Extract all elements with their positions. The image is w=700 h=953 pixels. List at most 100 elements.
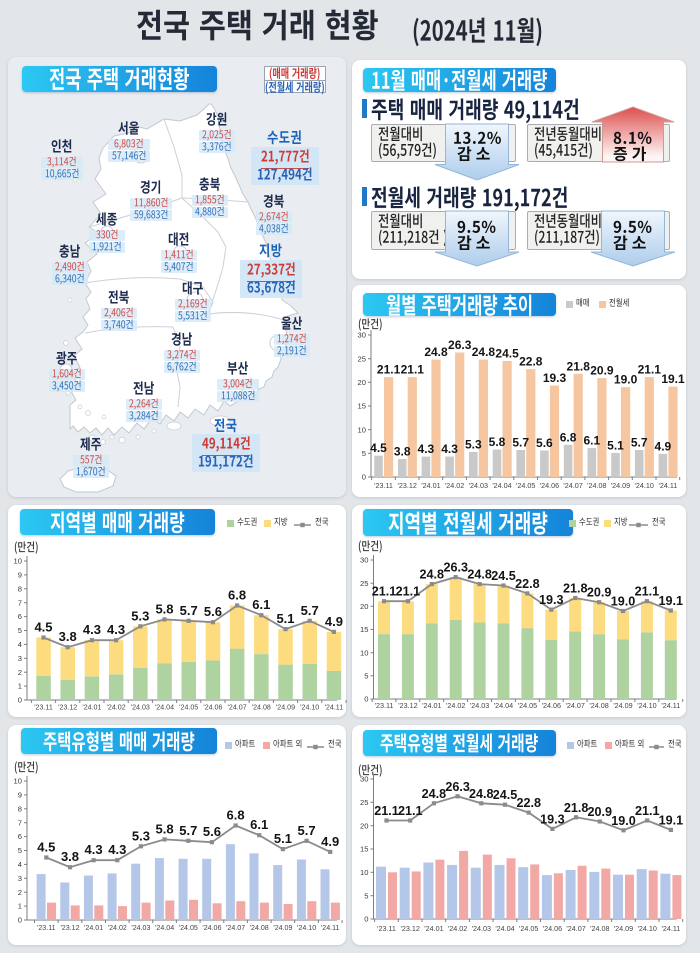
- svg-text:19.0: 19.0: [614, 373, 638, 387]
- svg-text:19.1: 19.1: [661, 372, 685, 386]
- svg-text:3.8: 3.8: [394, 445, 411, 459]
- svg-text:6.1: 6.1: [250, 817, 268, 832]
- svg-text:'24.05: '24.05: [179, 704, 198, 712]
- svg-text:2: 2: [18, 668, 22, 677]
- svg-text:25: 25: [358, 354, 366, 363]
- svg-text:'24.07: '24.07: [566, 701, 585, 710]
- svg-text:5: 5: [364, 891, 368, 900]
- svg-text:'24.02: '24.02: [107, 704, 126, 712]
- svg-text:'23.12: '23.12: [60, 924, 79, 932]
- svg-text:3: 3: [18, 654, 22, 663]
- svg-text:'24.01: '24.01: [82, 704, 101, 712]
- svg-text:4.3: 4.3: [418, 442, 435, 456]
- svg-text:6.8: 6.8: [560, 430, 577, 444]
- svg-text:0: 0: [18, 916, 22, 925]
- svg-text:4: 4: [18, 860, 22, 869]
- svg-text:'24.04: '24.04: [155, 704, 174, 712]
- svg-text:0: 0: [364, 695, 368, 704]
- svg-text:25: 25: [360, 798, 368, 807]
- svg-text:4.5: 4.5: [37, 840, 55, 855]
- svg-text:20: 20: [360, 602, 368, 611]
- svg-text:24.8: 24.8: [422, 787, 447, 801]
- svg-text:'24.06: '24.06: [202, 924, 221, 932]
- svg-text:5: 5: [18, 626, 22, 635]
- svg-text:'24.09: '24.09: [613, 701, 632, 710]
- svg-text:19.3: 19.3: [540, 812, 565, 826]
- svg-text:4.9: 4.9: [325, 614, 343, 629]
- svg-text:0: 0: [362, 473, 366, 482]
- svg-text:21.1: 21.1: [401, 363, 425, 377]
- svg-text:4.3: 4.3: [108, 842, 126, 857]
- svg-text:2: 2: [18, 888, 22, 897]
- svg-text:6: 6: [18, 832, 22, 841]
- svg-text:'24.11: '24.11: [321, 924, 340, 932]
- svg-text:'24.05: '24.05: [519, 924, 538, 933]
- svg-text:24.5: 24.5: [495, 347, 519, 361]
- svg-text:19.0: 19.0: [611, 595, 636, 609]
- svg-text:5.6: 5.6: [536, 436, 553, 450]
- svg-text:'24.03: '24.03: [131, 924, 150, 932]
- svg-text:'24.04: '24.04: [492, 481, 511, 490]
- svg-text:'24.02: '24.02: [445, 481, 464, 490]
- svg-text:'24.08: '24.08: [587, 481, 606, 490]
- svg-text:'24.09: '24.09: [614, 924, 633, 933]
- svg-text:20: 20: [360, 821, 368, 830]
- svg-text:26.3: 26.3: [445, 780, 470, 794]
- svg-text:'24.10: '24.10: [638, 924, 657, 933]
- svg-text:5.7: 5.7: [301, 603, 319, 618]
- svg-text:'24.04: '24.04: [155, 924, 174, 932]
- svg-text:'24.08: '24.08: [250, 924, 269, 932]
- svg-text:'24.05: '24.05: [516, 481, 535, 490]
- svg-text:21.1: 21.1: [377, 363, 401, 377]
- svg-text:5.1: 5.1: [607, 438, 624, 452]
- svg-text:5.7: 5.7: [179, 823, 197, 838]
- svg-text:4: 4: [18, 640, 22, 649]
- svg-text:6.8: 6.8: [227, 808, 245, 823]
- svg-text:4.5: 4.5: [370, 441, 387, 455]
- svg-text:30: 30: [358, 331, 366, 340]
- svg-text:'24.08: '24.08: [589, 701, 608, 710]
- svg-text:21.1: 21.1: [398, 804, 423, 818]
- svg-text:5.7: 5.7: [512, 436, 529, 450]
- svg-text:'24.10: '24.10: [300, 704, 319, 712]
- svg-text:4.3: 4.3: [107, 622, 125, 637]
- svg-text:4.3: 4.3: [83, 622, 101, 637]
- svg-text:15: 15: [360, 625, 368, 634]
- svg-text:3: 3: [18, 874, 22, 883]
- svg-text:8: 8: [18, 804, 22, 813]
- svg-text:'24.06: '24.06: [203, 704, 222, 712]
- svg-text:22.8: 22.8: [516, 796, 541, 810]
- svg-text:6: 6: [18, 612, 22, 621]
- svg-text:'24.04: '24.04: [494, 701, 513, 710]
- svg-text:'23.12: '23.12: [58, 704, 77, 712]
- svg-text:9: 9: [18, 571, 22, 580]
- svg-text:21.8: 21.8: [564, 801, 589, 815]
- svg-text:5.6: 5.6: [203, 824, 221, 839]
- svg-text:19.3: 19.3: [543, 371, 567, 385]
- svg-text:'23.11: '23.11: [375, 701, 394, 710]
- svg-text:'24.01: '24.01: [84, 924, 103, 932]
- svg-text:30: 30: [360, 775, 368, 784]
- svg-text:4.9: 4.9: [321, 834, 339, 849]
- svg-text:'24.07: '24.07: [566, 924, 585, 933]
- svg-text:'24.09: '24.09: [273, 924, 292, 932]
- svg-text:5: 5: [18, 846, 22, 855]
- svg-text:24.8: 24.8: [472, 345, 496, 359]
- svg-text:'23.11: '23.11: [37, 924, 56, 932]
- svg-text:'24.11: '24.11: [661, 924, 680, 933]
- svg-text:10: 10: [360, 868, 368, 877]
- svg-text:1: 1: [18, 682, 22, 691]
- svg-text:6.1: 6.1: [583, 434, 600, 448]
- svg-text:'24.02: '24.02: [108, 924, 127, 932]
- svg-text:'24.02: '24.02: [446, 701, 465, 710]
- svg-text:10: 10: [360, 648, 368, 657]
- svg-text:20.9: 20.9: [587, 586, 612, 600]
- svg-text:'24.03: '24.03: [472, 924, 491, 933]
- svg-text:20.9: 20.9: [588, 805, 613, 819]
- svg-text:5.3: 5.3: [131, 608, 149, 623]
- svg-text:'24.03: '24.03: [470, 701, 489, 710]
- svg-text:19.0: 19.0: [611, 814, 636, 828]
- svg-text:22.8: 22.8: [515, 577, 540, 591]
- svg-text:'24.07: '24.07: [228, 704, 247, 712]
- svg-text:24.5: 24.5: [493, 788, 518, 802]
